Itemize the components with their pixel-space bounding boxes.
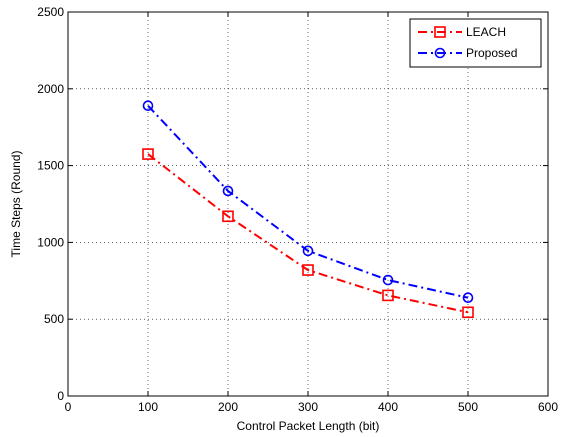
x-tick-label: 500 [458,400,478,414]
legend-marker-leach [434,26,446,38]
y-tick-label: 0 [57,389,64,403]
legend-box [409,18,542,68]
y-tick-label: 1500 [37,159,64,173]
x-tick-label: 400 [378,400,398,414]
x-tick-label: 300 [298,400,318,414]
x-tick-label: 200 [218,400,238,414]
data-point-leach [302,264,314,276]
series-line-proposed [147,105,469,299]
y-tick-label: 2500 [37,5,64,19]
x-tick-label: 600 [538,400,558,414]
series-leach [142,148,474,319]
series-line-leach [147,153,469,314]
data-point-proposed [382,274,394,286]
x-tick-labels: 0 100 200 300 400 500 600 [65,400,559,414]
data-point-proposed [462,292,474,303]
legend-label-leach: LEACH [466,25,506,39]
data-point-leach [462,306,474,319]
x-tick-label: 100 [138,400,158,414]
data-point-leach [142,148,154,160]
data-point-leach [222,210,234,223]
y-tick-label: 500 [44,312,64,326]
data-point-proposed [222,185,234,197]
y-tick-labels: 0 500 1000 1500 2000 2500 [37,5,64,403]
data-point-proposed [302,245,314,257]
data-point-leach [382,289,394,302]
grid-lines [68,12,548,396]
x-axis-label: Control Packet Length (bit) [237,419,380,433]
legend-marker-proposed [434,47,446,59]
y-tick-label: 2000 [37,82,64,96]
series-proposed [142,100,474,303]
data-point-proposed [142,100,154,111]
legend-label-proposed: Proposed [466,46,517,60]
legend: LEACH Proposed [409,18,542,68]
series-layer [142,100,474,319]
y-axis-label: Time Steps (Round) [9,151,23,258]
x-tick-label: 0 [65,400,72,414]
y-tick-label: 1000 [37,235,64,249]
axis-ticks [67,11,549,397]
